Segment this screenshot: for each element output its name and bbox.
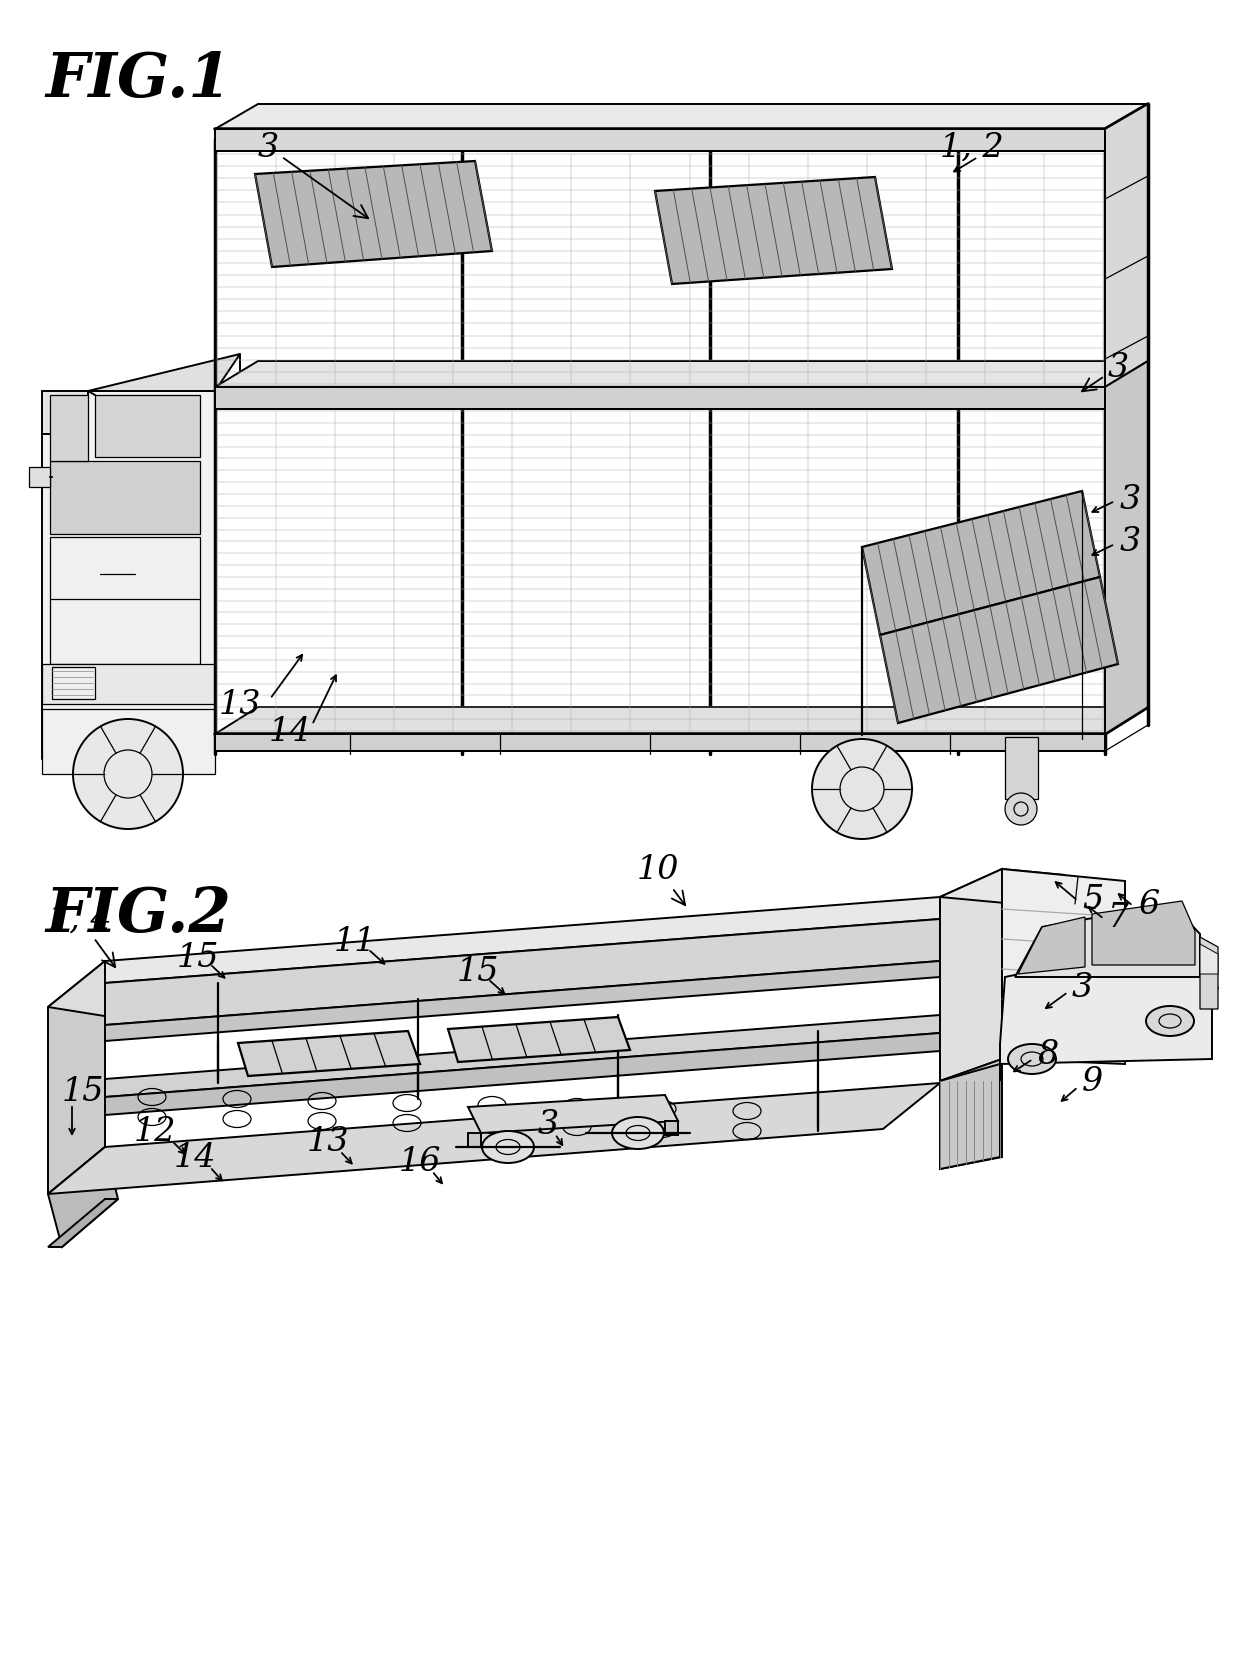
Polygon shape <box>105 897 940 983</box>
Text: 3: 3 <box>1120 484 1141 516</box>
Polygon shape <box>215 105 1148 130</box>
Polygon shape <box>48 962 218 1025</box>
Polygon shape <box>42 664 215 704</box>
Polygon shape <box>1002 870 1125 1065</box>
Circle shape <box>812 739 911 840</box>
Polygon shape <box>215 130 1105 151</box>
Polygon shape <box>50 396 88 461</box>
Polygon shape <box>215 361 1148 388</box>
Polygon shape <box>95 396 200 458</box>
Polygon shape <box>215 388 1105 409</box>
Polygon shape <box>48 1146 118 1248</box>
Ellipse shape <box>613 1117 663 1150</box>
Polygon shape <box>467 1095 678 1133</box>
Text: FIG.2: FIG.2 <box>45 885 231 945</box>
Text: 14: 14 <box>269 716 311 747</box>
Text: 9: 9 <box>1083 1065 1104 1097</box>
Polygon shape <box>215 707 1148 734</box>
Polygon shape <box>42 709 215 774</box>
Text: FIG.1: FIG.1 <box>45 50 231 110</box>
Text: 1, 2: 1, 2 <box>940 131 1003 163</box>
Text: 6: 6 <box>1138 889 1159 920</box>
Polygon shape <box>105 962 940 1042</box>
Text: 10: 10 <box>637 854 686 905</box>
Polygon shape <box>448 1017 630 1062</box>
Text: 13: 13 <box>218 689 262 721</box>
Polygon shape <box>42 391 215 749</box>
Polygon shape <box>940 870 1065 904</box>
Text: 3: 3 <box>537 1108 559 1140</box>
Polygon shape <box>29 468 50 488</box>
Text: 15: 15 <box>177 942 219 973</box>
Text: 11: 11 <box>334 925 376 957</box>
Text: 12: 12 <box>134 1115 176 1146</box>
Text: 3: 3 <box>1073 972 1094 1003</box>
Polygon shape <box>1200 937 1218 1010</box>
Polygon shape <box>1016 905 1200 977</box>
Polygon shape <box>655 178 892 285</box>
Polygon shape <box>1105 361 1148 734</box>
Polygon shape <box>48 962 105 1195</box>
Polygon shape <box>105 920 940 1025</box>
Polygon shape <box>48 1083 940 1195</box>
Polygon shape <box>1200 945 1218 975</box>
Ellipse shape <box>1008 1045 1056 1075</box>
Polygon shape <box>48 1200 118 1248</box>
Polygon shape <box>880 577 1118 724</box>
Polygon shape <box>215 734 1105 752</box>
Text: 16: 16 <box>399 1145 441 1178</box>
Text: 15: 15 <box>62 1075 104 1107</box>
Polygon shape <box>50 537 200 664</box>
Polygon shape <box>50 461 200 534</box>
Text: 3: 3 <box>1120 526 1141 557</box>
Text: 14: 14 <box>174 1142 216 1173</box>
Text: 15: 15 <box>456 955 500 987</box>
Polygon shape <box>999 987 1218 1065</box>
Text: 7: 7 <box>1109 902 1130 934</box>
Polygon shape <box>1105 361 1148 409</box>
Text: 8: 8 <box>1038 1038 1059 1070</box>
Polygon shape <box>1092 902 1195 965</box>
Polygon shape <box>999 937 1211 1065</box>
Ellipse shape <box>482 1132 534 1163</box>
Text: 5: 5 <box>1083 884 1104 915</box>
Polygon shape <box>255 161 492 268</box>
Ellipse shape <box>1146 1007 1194 1037</box>
Polygon shape <box>42 391 88 434</box>
Polygon shape <box>105 1015 940 1097</box>
Polygon shape <box>940 870 1002 1082</box>
Polygon shape <box>1105 105 1148 388</box>
Polygon shape <box>238 1032 420 1077</box>
Polygon shape <box>940 1060 1002 1170</box>
Polygon shape <box>940 1065 999 1170</box>
Polygon shape <box>862 491 1100 636</box>
Text: 3: 3 <box>258 131 368 220</box>
Polygon shape <box>88 354 241 391</box>
Polygon shape <box>665 1122 678 1135</box>
Text: 13: 13 <box>306 1125 350 1156</box>
Polygon shape <box>1004 737 1038 799</box>
Polygon shape <box>1105 105 1148 151</box>
Text: 1, 4: 1, 4 <box>48 904 115 967</box>
Polygon shape <box>1018 917 1085 975</box>
Circle shape <box>73 719 184 829</box>
Polygon shape <box>52 667 95 699</box>
Polygon shape <box>105 1033 940 1115</box>
Polygon shape <box>467 1133 481 1146</box>
Text: 3: 3 <box>1083 351 1128 393</box>
Circle shape <box>1004 794 1037 825</box>
